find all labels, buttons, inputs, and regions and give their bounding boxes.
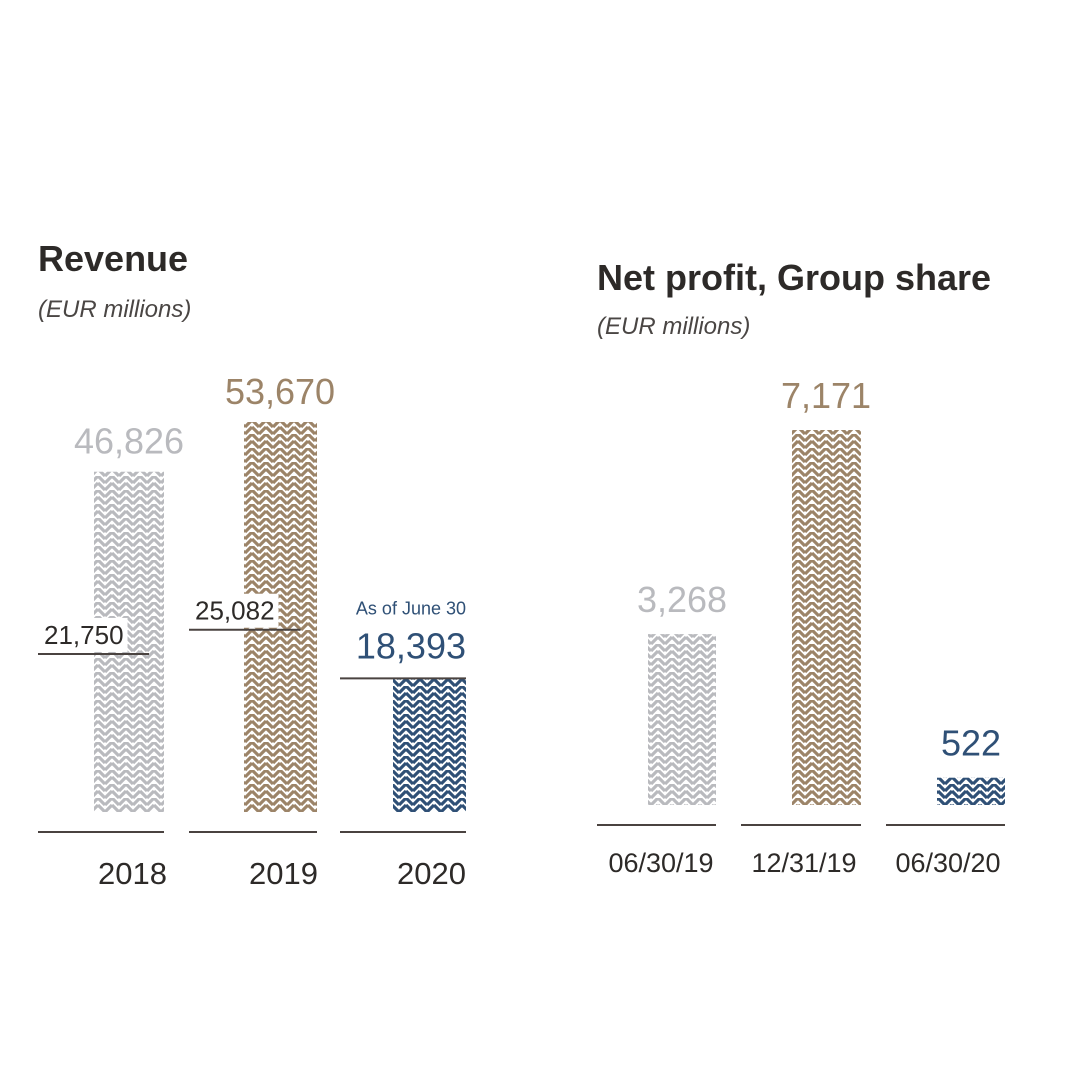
revenue-category-label: 2019 — [249, 856, 318, 891]
net-profit-title: Net profit, Group share — [597, 257, 992, 298]
revenue-annotation: As of June 30 — [356, 598, 466, 618]
revenue-category-label: 2018 — [98, 856, 167, 891]
net-profit-value-label: 522 — [941, 723, 1001, 764]
net-profit-unit: (EUR millions) — [597, 313, 751, 340]
net-profit-value-label: 7,171 — [781, 375, 871, 416]
net-profit-category-label: 06/30/20 — [895, 848, 1000, 878]
revenue-value-label: 46,826 — [74, 421, 184, 462]
net-profit-category-label: 12/31/19 — [751, 848, 856, 878]
revenue-half-year-label: 21,750 — [44, 620, 124, 650]
revenue-half-year-label-bg — [40, 617, 128, 652]
revenue-value-label: 53,670 — [225, 371, 335, 412]
revenue-value-label: 18,393 — [356, 625, 466, 666]
net-profit-bar — [937, 777, 1005, 805]
revenue-unit: (EUR millions) — [38, 296, 192, 323]
net-profit-bar — [792, 430, 861, 805]
revenue-bar-2020 — [393, 678, 466, 812]
net-profit-bar — [648, 634, 716, 805]
revenue-title: Revenue — [38, 238, 189, 279]
revenue-category-label: 2020 — [397, 856, 466, 891]
revenue-half-year-label-bg — [191, 593, 279, 628]
revenue-half-year-label: 25,082 — [195, 596, 275, 626]
net-profit-category-label: 06/30/19 — [608, 848, 713, 878]
net-profit-value-label: 3,268 — [637, 579, 727, 620]
